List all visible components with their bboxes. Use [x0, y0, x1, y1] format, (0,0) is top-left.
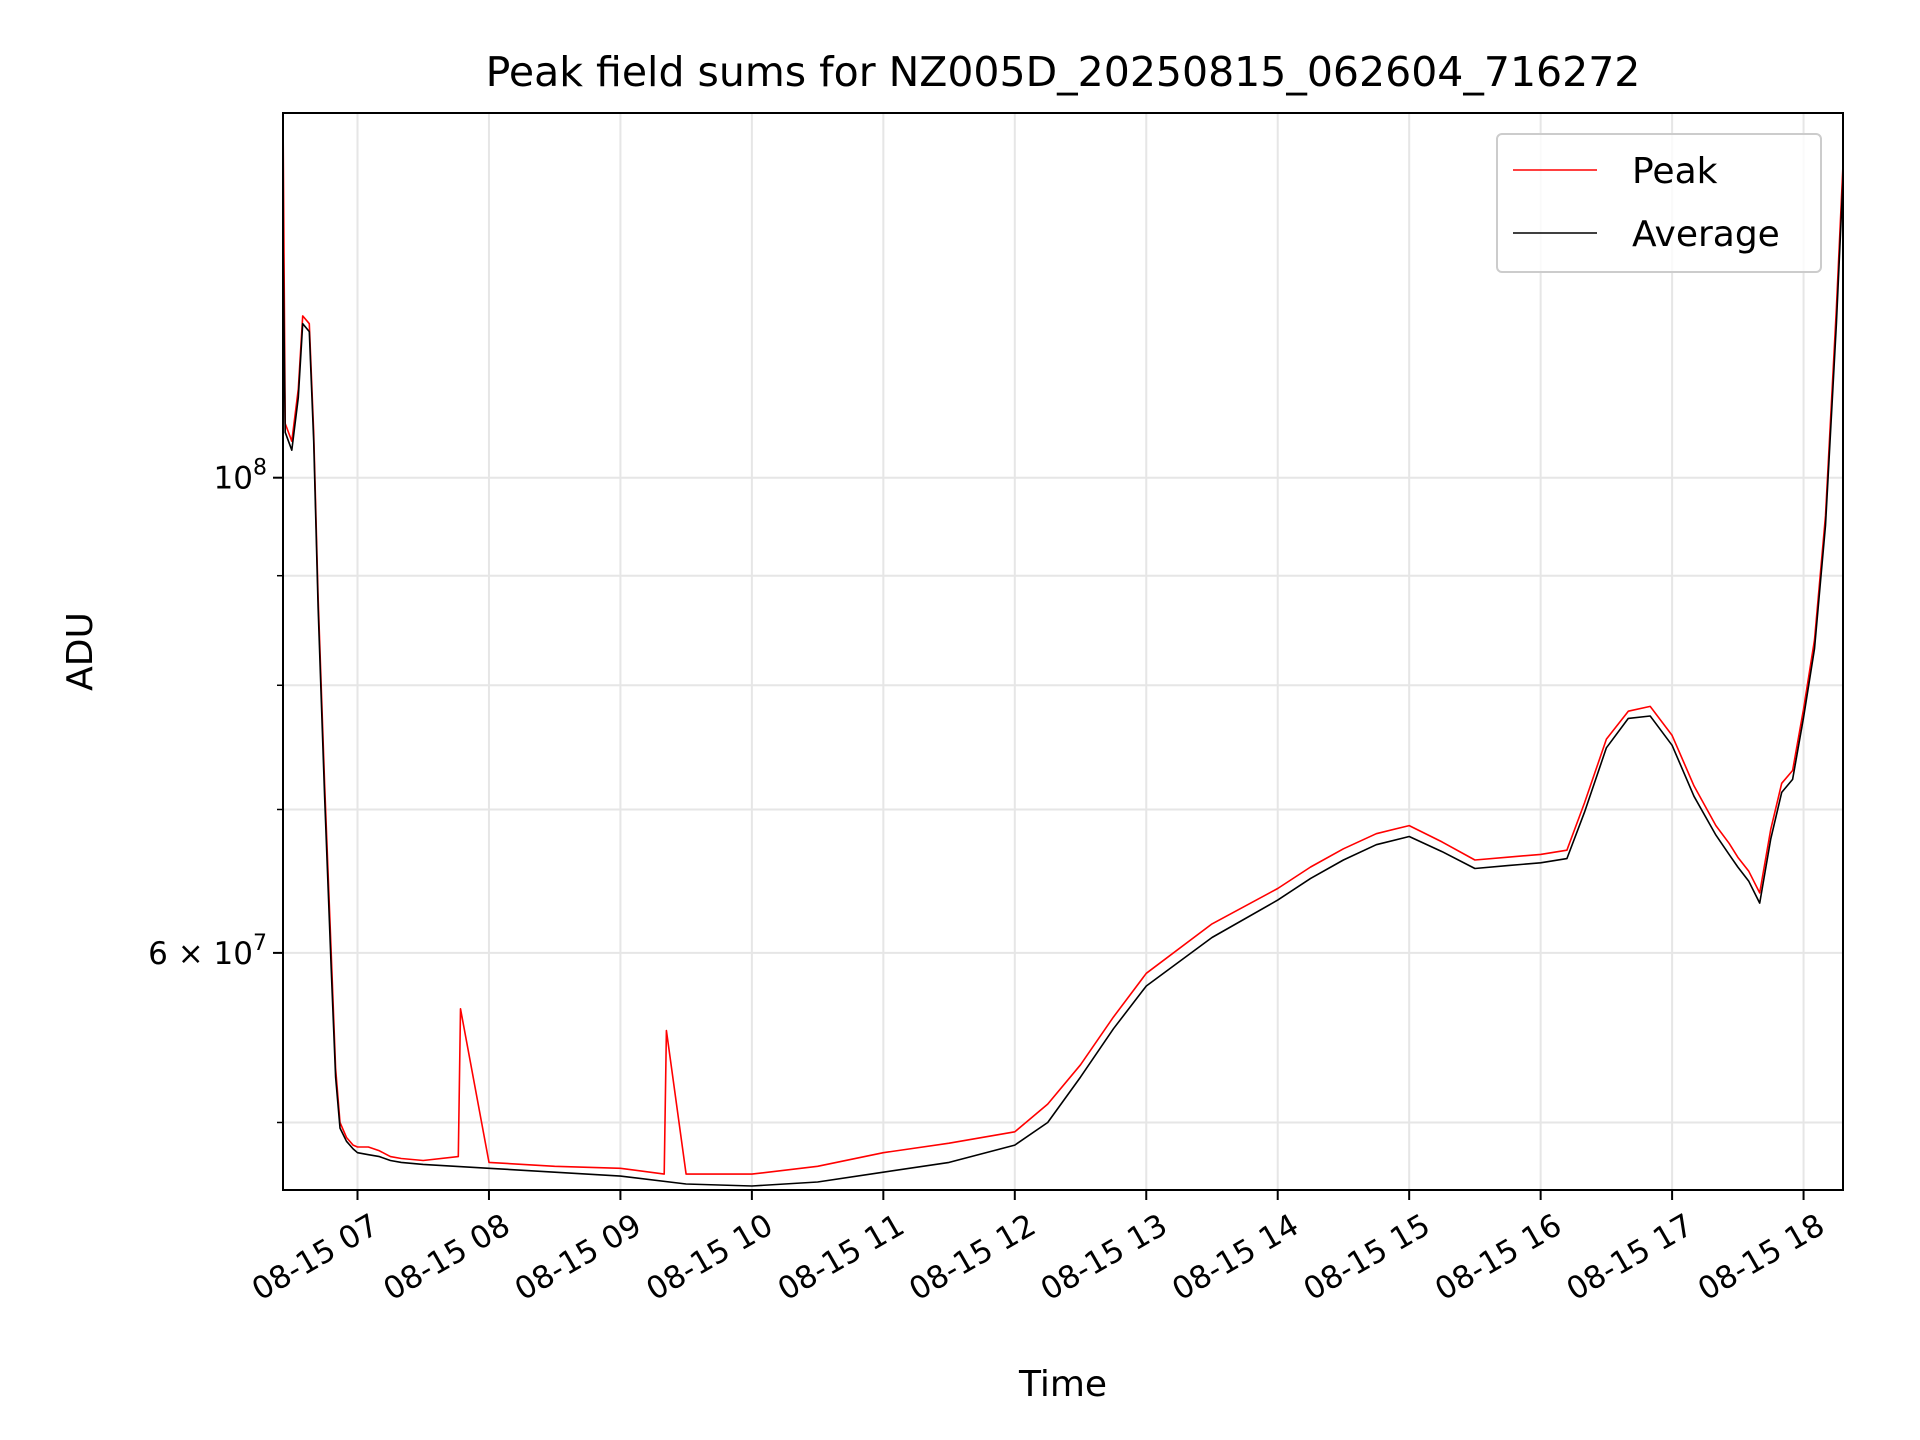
plot-frame: [282, 112, 1844, 1191]
legend-label-average: Average: [1632, 214, 1780, 255]
series-line-average: [282, 178, 1844, 1187]
series-layer: [282, 112, 1844, 1187]
legend: Peak Average: [1496, 133, 1822, 273]
y-axis-label: ADU: [60, 612, 101, 691]
grid: [283, 113, 1843, 1190]
legend-label-peak: Peak: [1632, 151, 1718, 192]
chart-title: Peak field sums for NZ005D_20250815_0626…: [486, 48, 1641, 96]
legend-box: [1496, 133, 1822, 273]
y-tick-label: 6 × 107: [148, 931, 267, 972]
x-axis-label: Time: [1018, 1364, 1107, 1405]
y-tick-label: 108: [214, 456, 267, 497]
